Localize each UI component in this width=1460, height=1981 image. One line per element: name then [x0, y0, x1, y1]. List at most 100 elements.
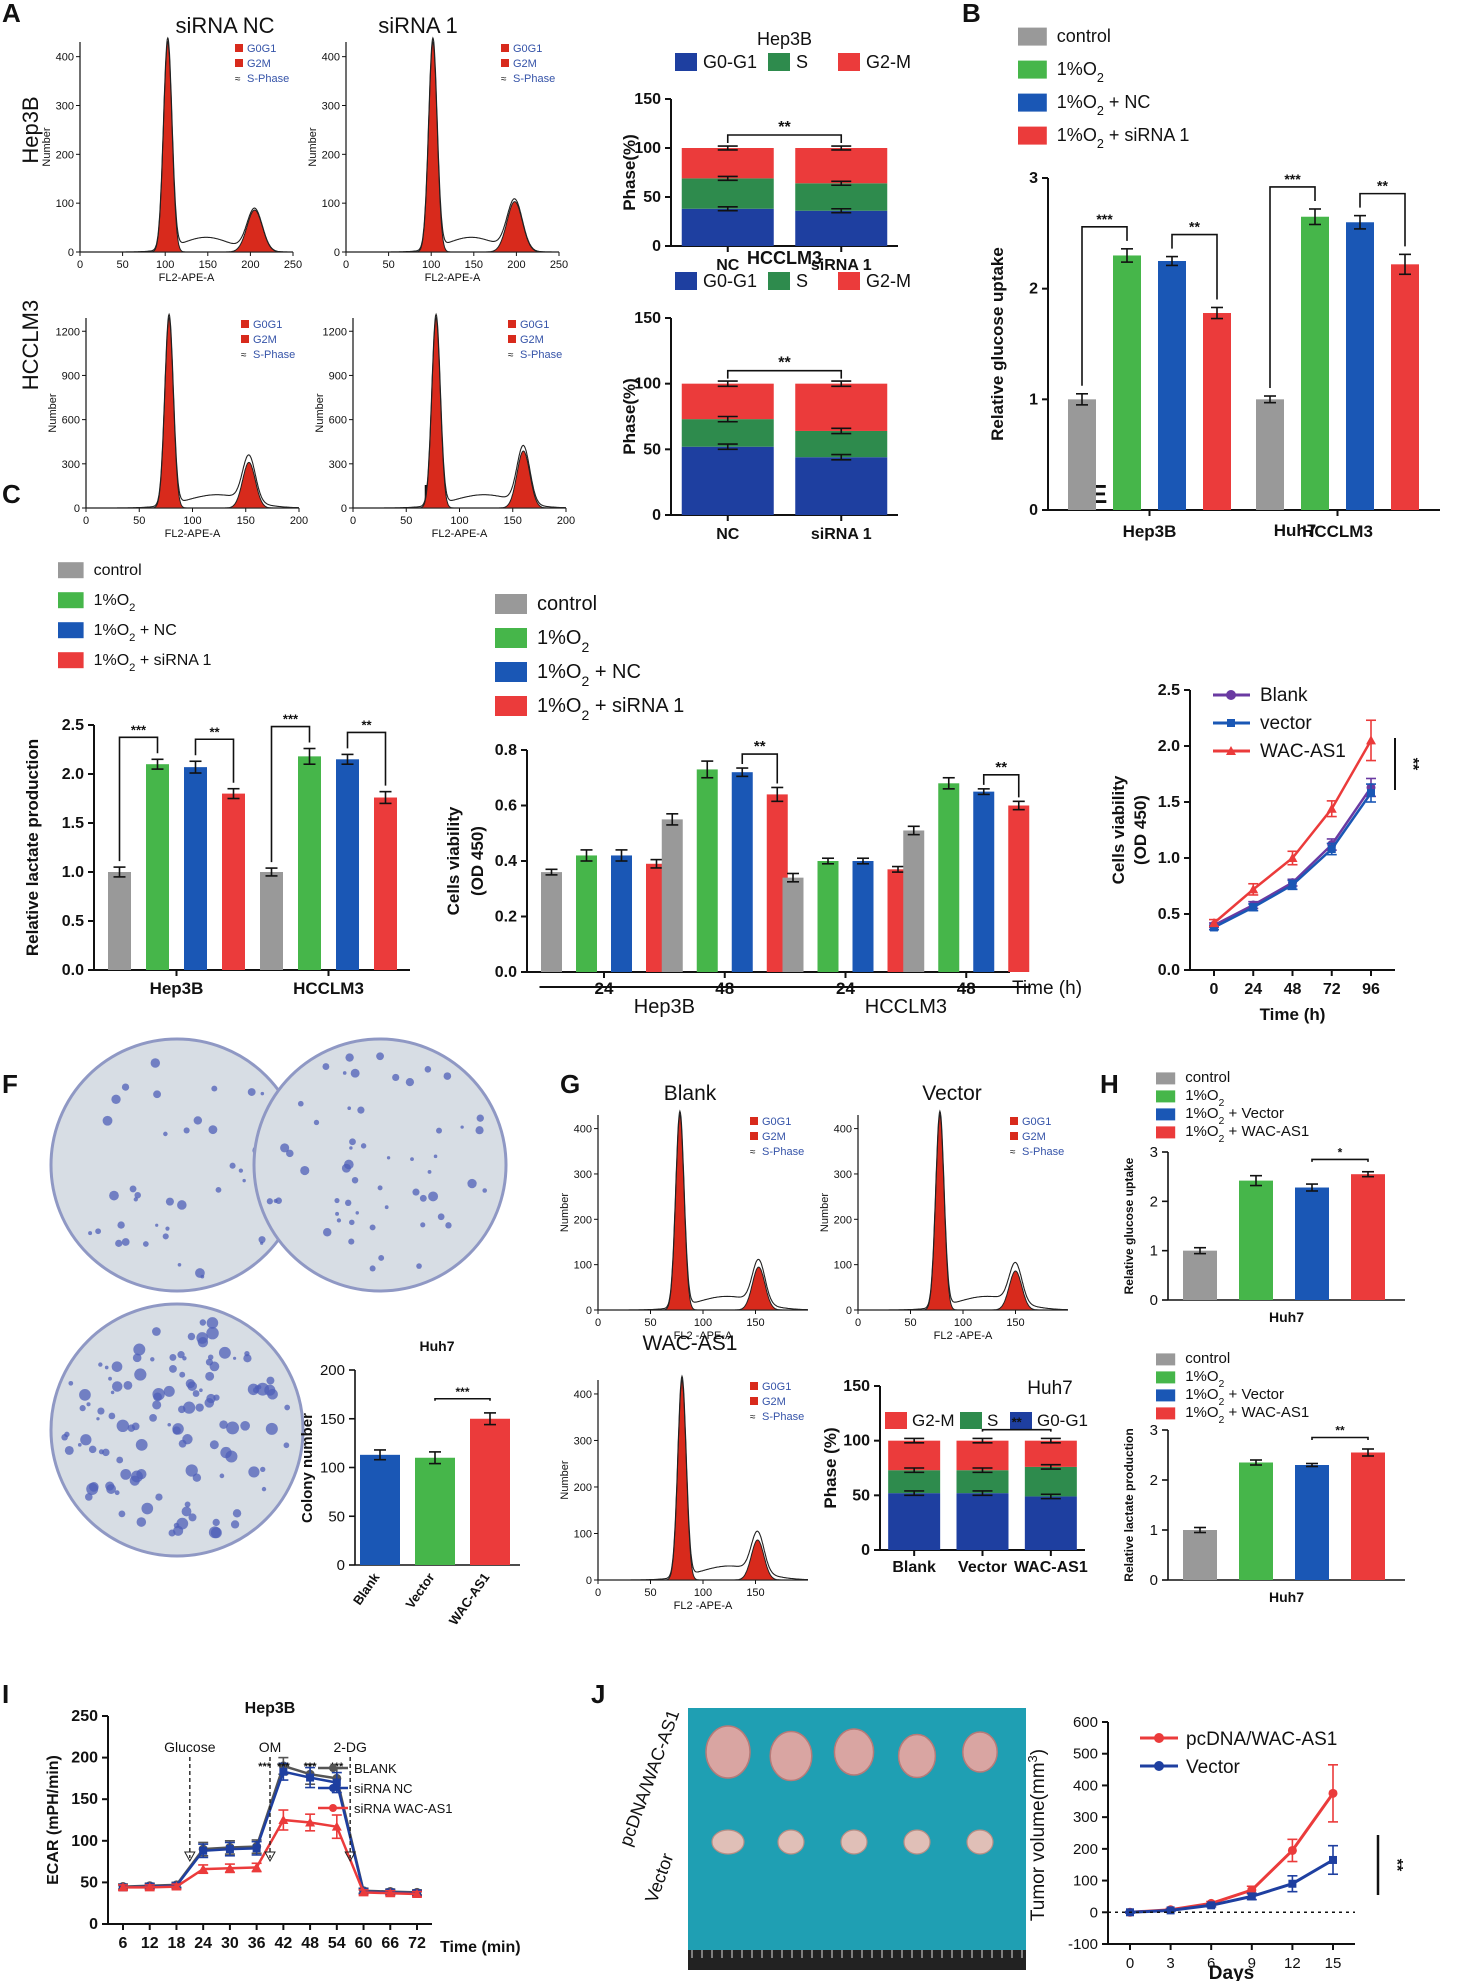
histogram-outline: [598, 1109, 808, 1311]
legend-label: G0-G1: [703, 52, 757, 72]
series-point: [1288, 1879, 1297, 1888]
flow-y-tick-label: 400: [574, 1124, 592, 1136]
y-tick-label: 150: [71, 1791, 98, 1808]
y-tick-label: 300: [1073, 1809, 1098, 1826]
series-point: [358, 1887, 369, 1897]
colony-spot: [207, 1354, 214, 1360]
flow-legend-label: G2M: [247, 58, 271, 70]
flow-legend-swatch: [501, 44, 509, 52]
bar: [1351, 1452, 1385, 1580]
y-tick-label: 2: [1150, 1472, 1158, 1489]
flow-x-tick-label: 50: [133, 515, 145, 527]
bar: [1158, 261, 1186, 510]
colony-spot: [384, 1205, 389, 1210]
series-point: [1287, 853, 1298, 862]
series-point: [1366, 735, 1376, 745]
flow-y-tick-label: 900: [329, 370, 347, 382]
colony-spot: [215, 1186, 222, 1193]
legend-label: 1%O2: [537, 627, 589, 655]
legend-subscript: 2: [581, 639, 589, 655]
series-point: [251, 1862, 262, 1872]
y-tick-label: 100: [634, 376, 661, 393]
tumor-small: [711, 1829, 745, 1855]
colony-spot: [349, 1138, 356, 1146]
flow-legend-label: G0G1: [520, 319, 549, 331]
significance-label: **: [361, 717, 372, 732]
flow-y-tick-label: 200: [574, 1482, 592, 1494]
flow-x-tick-label: 200: [557, 515, 575, 527]
colony-spot: [208, 1125, 218, 1135]
histogram-outline: [86, 312, 299, 509]
bar: [222, 793, 245, 970]
tumor-large: [705, 1725, 751, 1779]
flow-y-label: Number: [559, 1460, 571, 1499]
colony-spot: [266, 1376, 275, 1385]
significance-label: **: [1404, 758, 1421, 771]
bar: [903, 830, 925, 972]
significance-label: ***: [283, 712, 299, 727]
legend-label: 1%O2 + siRNA 1: [537, 695, 684, 723]
colony-spot: [322, 1063, 330, 1071]
series-point: [1249, 903, 1258, 912]
panel-e: Huh7 0.0 0.5 1.0 1.5 2.0 2.5 0 24 48 72 96 Cells via…: [1109, 521, 1421, 1024]
x-axis-label: Time (h): [1260, 1005, 1326, 1024]
series-point: [278, 1815, 289, 1824]
bar: [661, 819, 683, 972]
g0g1-peak: [86, 316, 299, 509]
colony-spot: [153, 1090, 161, 1099]
tumor-large: [897, 1733, 937, 1779]
flow-legend-label: G0G1: [253, 319, 282, 331]
row-label: HCCLM3: [18, 300, 43, 390]
y-tick-label: 0: [1029, 502, 1038, 519]
colony-spot: [297, 1100, 304, 1107]
flow-y-tick-label: 300: [574, 1435, 592, 1447]
legend-label: S: [796, 271, 808, 291]
series-point: [252, 1844, 261, 1853]
colony-spot: [183, 1127, 190, 1134]
flow-y-tick-label: 200: [574, 1214, 592, 1226]
colony-spot: [169, 1365, 177, 1373]
x-tick-label: Blank: [892, 1559, 936, 1576]
significance-bracket: [982, 774, 1020, 798]
legend-label: 1%O2 + WAC-AS1: [1185, 1404, 1309, 1426]
legend-swatch: [885, 1412, 907, 1429]
bar: [1113, 255, 1141, 510]
legend-subscript: 2: [1219, 1115, 1225, 1127]
flow-x-tick-label: 150: [199, 259, 217, 271]
colony-spot: [243, 1354, 252, 1363]
legend-label: control: [1185, 1350, 1230, 1367]
y-tick-label: 0.6: [495, 798, 517, 815]
g0g1-peak: [858, 1113, 1068, 1311]
x-tick-label: NC: [716, 257, 740, 274]
legend-swatch: [838, 53, 860, 71]
legend-label: 1%O2 + WAC-AS1: [1185, 1123, 1309, 1145]
panel-label-B: B: [962, 0, 981, 28]
significance-label: **: [778, 355, 791, 372]
series-point: [1326, 803, 1337, 813]
legend-marker: [1227, 719, 1235, 727]
x-tick-label: 9: [1248, 1955, 1256, 1972]
flow-legend-hatch: ≈: [501, 74, 507, 85]
x-tick-label: Vector: [958, 1559, 1007, 1576]
y-tick-label: 3: [1150, 1144, 1158, 1161]
panel-label-A: A: [2, 0, 21, 28]
colony-spot: [284, 1404, 291, 1411]
series-point: [225, 1845, 234, 1854]
tumor-small: [903, 1829, 931, 1855]
flow-title: Vector: [922, 1082, 982, 1105]
colony-spot: [392, 1073, 400, 1081]
series-point: [1367, 789, 1375, 798]
legend-suffix: + WAC-AS1: [1224, 1404, 1309, 1421]
significance-bracket: [1359, 192, 1406, 247]
colony-spot: [405, 1078, 415, 1087]
colony-spot: [79, 1389, 91, 1401]
flow-legend-hatch: ≈: [750, 1412, 756, 1423]
flow-legend-swatch: [508, 320, 516, 328]
colony-spot: [445, 1222, 452, 1229]
legend-subscript: 2: [129, 632, 135, 644]
y-tick-label: 50: [80, 1874, 98, 1891]
y-tick-label: 1.0: [62, 864, 84, 881]
flow-x-tick-label: 100: [954, 1317, 972, 1329]
y-axis-label: Colony number: [299, 1413, 316, 1523]
flow-y-tick-label: 300: [834, 1169, 852, 1181]
